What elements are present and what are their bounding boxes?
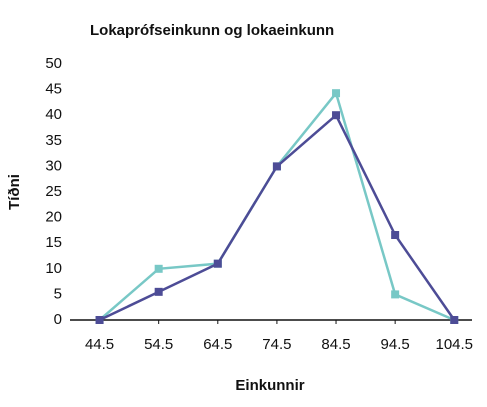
- y-tick-label: 15: [45, 234, 62, 251]
- x-tick-label: 44.5: [85, 336, 114, 353]
- y-tick-label: 30: [45, 157, 62, 174]
- series-line: [99, 113, 456, 322]
- y-tick-label: 45: [45, 81, 62, 98]
- y-tick-label: 5: [54, 285, 62, 302]
- y-tick-label: 20: [45, 209, 62, 226]
- x-tick-label: 104.5: [435, 336, 473, 353]
- x-tick-label: 94.5: [381, 336, 410, 353]
- marker: [332, 111, 341, 120]
- y-tick-label: 0: [54, 311, 62, 328]
- marker: [450, 316, 459, 324]
- marker: [154, 287, 163, 296]
- marker: [213, 259, 222, 268]
- marker: [154, 264, 163, 273]
- marker: [95, 316, 104, 324]
- y-tick-label: 25: [45, 183, 62, 200]
- y-axis-label: Tíðni: [6, 174, 23, 210]
- x-tick-label: 54.5: [144, 336, 173, 353]
- x-axis-label: Einkunnir: [235, 377, 304, 394]
- y-tick-label: 35: [45, 132, 62, 149]
- marker: [272, 162, 281, 171]
- marker: [391, 290, 400, 299]
- x-tick-label: 84.5: [321, 336, 350, 353]
- y-tick-label: 10: [45, 260, 62, 277]
- marker: [391, 231, 400, 240]
- y-tick-label: 40: [45, 106, 62, 123]
- marker: [332, 89, 341, 98]
- x-tick-label: 74.5: [262, 336, 291, 353]
- chart-title: Lokaprófseinkunn og lokaeinkunn: [90, 22, 334, 39]
- y-tick-label: 50: [45, 55, 62, 72]
- series-line: [98, 90, 455, 322]
- x-tick-label: 64.5: [203, 336, 232, 353]
